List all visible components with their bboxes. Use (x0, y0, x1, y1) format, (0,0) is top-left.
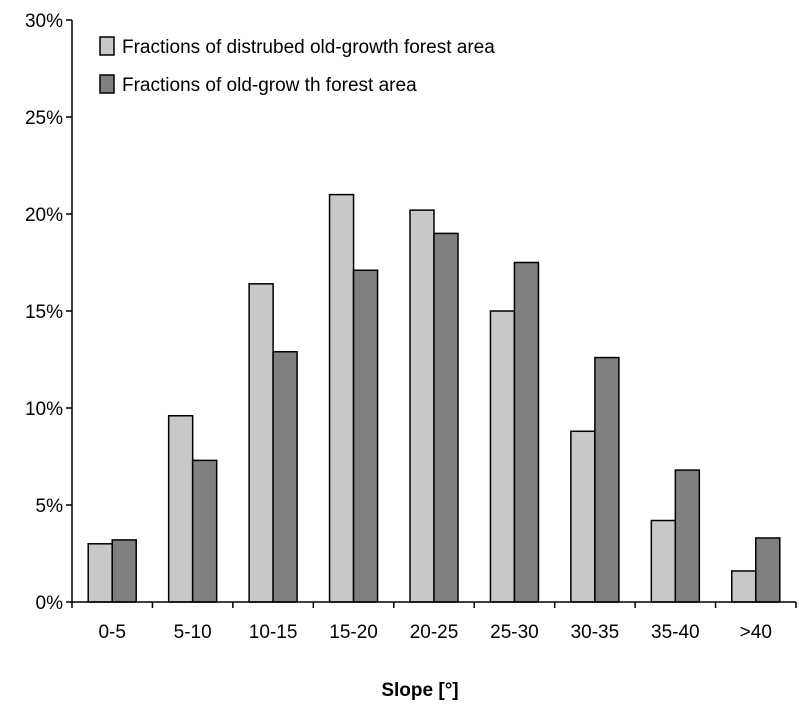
bar-series-1-6 (594, 356, 620, 603)
y-tick-label: 10% (25, 399, 63, 420)
x-tick-label: 10-15 (249, 622, 298, 643)
bar-series-0-1 (167, 415, 194, 603)
bar-series-1-5 (513, 261, 540, 603)
x-tick-label: 0-5 (98, 622, 125, 643)
bar-series-1-4 (433, 232, 459, 603)
x-tick-label: 15-20 (329, 622, 378, 643)
y-tick-label: 5% (36, 496, 64, 517)
legend-swatch-disturbed (99, 36, 115, 56)
bar-series-1-1 (191, 459, 218, 603)
legend-label-disturbed: Fractions of distrubed old-growth forest… (122, 37, 495, 58)
x-tick-label: 35-40 (651, 622, 700, 643)
bar-series-0-5 (489, 310, 516, 603)
bar-series-0-8 (731, 570, 757, 603)
legend: Fractions of distrubed old-growth forest… (99, 36, 495, 96)
y-axis-ticks: 0% 5% 10% 15% 20% 25% 30% (25, 11, 72, 614)
bar-series-0-2 (248, 283, 274, 603)
bars (87, 193, 781, 603)
legend-label-old-growth: Fractions of old-grow th forest area (122, 75, 417, 96)
bar-series-0-4 (409, 209, 435, 603)
x-tick-label: 20-25 (410, 622, 459, 643)
x-tick-label: 30-35 (571, 622, 620, 643)
bar-series-1-7 (674, 469, 701, 603)
x-axis-ticks: 0-5 5-10 10-15 15-20 20-25 25-30 30-35 35-40 >40 (71, 602, 797, 643)
legend-swatch-old-growth (99, 74, 115, 94)
x-tick-label: 5-10 (174, 622, 212, 643)
bar-series-0-0 (87, 543, 113, 603)
x-tick-label: >40 (740, 622, 772, 643)
y-tick-label: 30% (25, 11, 63, 32)
y-tick-label: 20% (25, 205, 63, 226)
bar-series-1-3 (352, 269, 379, 603)
bar-series-1-2 (272, 350, 298, 603)
bar-series-0-3 (328, 193, 355, 603)
x-axis-title: Slope [°] (381, 680, 458, 701)
y-tick-label: 0% (36, 593, 64, 614)
y-tick-label: 15% (25, 302, 63, 323)
bar-series-1-8 (755, 537, 781, 603)
bar-series-0-6 (570, 430, 596, 603)
bar-series-0-7 (650, 519, 677, 603)
x-tick-label: 25-30 (490, 622, 539, 643)
y-tick-label: 25% (25, 108, 63, 129)
bar-series-1-0 (111, 539, 137, 603)
